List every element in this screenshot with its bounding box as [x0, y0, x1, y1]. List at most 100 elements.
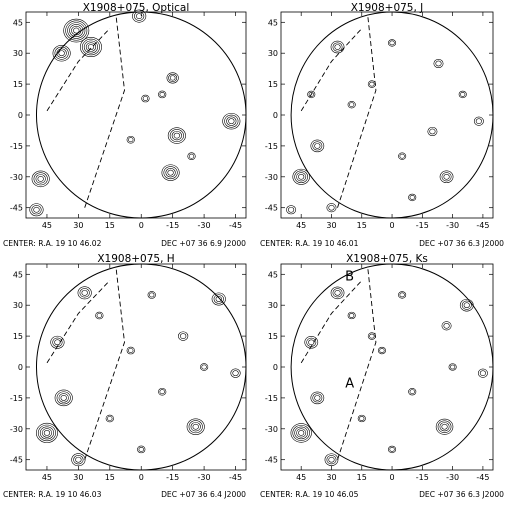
source-contour [187, 152, 196, 160]
contour-ring [75, 456, 82, 463]
panel-j: X1908+075, J CENTER: R.A. 19 10 46.01 DE… [260, 2, 504, 248]
source-contour [126, 346, 135, 355]
contour-ring [308, 339, 315, 346]
y-tick-label: 15 [268, 332, 278, 341]
y-tick-label: 0 [273, 111, 278, 120]
contour-ring [292, 424, 310, 441]
contour-ring [41, 428, 53, 438]
contour-ring [230, 368, 241, 378]
contour-ring [169, 129, 184, 143]
contour-ring [107, 416, 113, 421]
contour-ring [439, 170, 454, 184]
field-circle [290, 263, 494, 471]
contour-ring [224, 114, 239, 128]
contour-ring [429, 128, 436, 135]
source-contour [71, 453, 86, 467]
contour-ring [448, 363, 457, 371]
contour-ring [330, 40, 345, 54]
y-tick-label: 15 [268, 80, 278, 89]
contour-ring [408, 193, 417, 202]
contour-ring [458, 90, 467, 99]
x-tick-label: 15 [357, 221, 367, 230]
contour-ring [211, 292, 226, 306]
contour-ring [379, 348, 385, 353]
contour-ring [399, 292, 405, 298]
contour-ring [357, 414, 366, 423]
contour-ring [232, 370, 239, 377]
contour-ring [215, 296, 222, 302]
x-tick-label: 15 [105, 221, 115, 230]
contour-ring [222, 112, 241, 130]
contour-ring [173, 132, 180, 139]
contour-ring [69, 24, 84, 37]
source-contour [158, 90, 167, 99]
contour-ring [326, 203, 337, 213]
source-contour [304, 336, 319, 349]
source-contour [63, 18, 90, 43]
contour-ring [228, 118, 235, 125]
panel-ks: X1908+075, Ks CENTER: R.A. 19 10 46.05 D… [260, 253, 504, 499]
contour-ring [180, 333, 187, 339]
boundary-line [84, 16, 125, 208]
source-contour [307, 90, 316, 99]
panel-footer-dec: DEC +07 36 6.9 J2000 [161, 239, 246, 248]
x-tick-label: 0 [390, 473, 395, 482]
plot-frame [280, 263, 494, 471]
contour-ring [79, 288, 90, 298]
contour-ring [312, 393, 323, 403]
contour-ring [169, 75, 176, 81]
contour-ring [201, 364, 207, 370]
x-tick-label: -45 [229, 473, 242, 482]
panel-footer-dec: DEC +07 36 6.3 J2000 [419, 239, 504, 248]
contour-ring [460, 92, 466, 97]
contour-ring [435, 60, 442, 67]
x-tick-label: -15 [416, 473, 429, 482]
panel-title: X1908+075, J [351, 2, 424, 14]
contour-ring [54, 46, 69, 60]
contour-ring [158, 90, 167, 99]
x-tick-label: 45 [296, 221, 306, 230]
contour-ring [126, 346, 135, 355]
y-tick-label: 0 [18, 363, 23, 372]
contour-ring [71, 25, 82, 36]
source-contour [222, 112, 241, 130]
contour-ring [35, 422, 58, 443]
contour-ring [473, 116, 484, 126]
contour-ring [43, 430, 51, 436]
panel-title: X1908+075, Ks [346, 253, 428, 265]
boundary-line [300, 28, 363, 112]
contour-ring [77, 286, 92, 300]
y-tick-label: -30 [10, 173, 23, 182]
contour-ring [369, 333, 375, 339]
y-tick-label: -15 [10, 142, 23, 151]
contour-ring [296, 172, 307, 182]
contour-ring [367, 80, 376, 88]
contour-ring [443, 322, 450, 329]
contour-ring [398, 152, 407, 160]
source-contour [330, 286, 345, 300]
y-tick-label: 30 [13, 49, 23, 58]
contour-ring [58, 393, 69, 403]
contour-ring [294, 426, 309, 440]
contour-ring [347, 101, 356, 109]
contour-ring [29, 203, 44, 217]
y-tick-label: 15 [13, 80, 23, 89]
source-contour [79, 37, 102, 58]
contour-ring [290, 423, 312, 443]
boundary-line [46, 28, 111, 112]
source-contour [95, 311, 104, 320]
source-contour [388, 445, 397, 454]
y-tick-label: 0 [18, 111, 23, 120]
source-contour [398, 152, 407, 160]
field-circle [290, 11, 494, 219]
contour-ring [310, 139, 325, 153]
contour-ring [306, 337, 317, 347]
x-tick-label: 45 [296, 473, 306, 482]
source-contour [161, 164, 180, 181]
y-tick-label: 30 [268, 49, 278, 58]
y-tick-label: -45 [265, 204, 278, 213]
contour-ring [298, 173, 305, 180]
source-contour [178, 331, 189, 341]
source-label: B [345, 269, 354, 284]
contour-ring [450, 364, 456, 370]
